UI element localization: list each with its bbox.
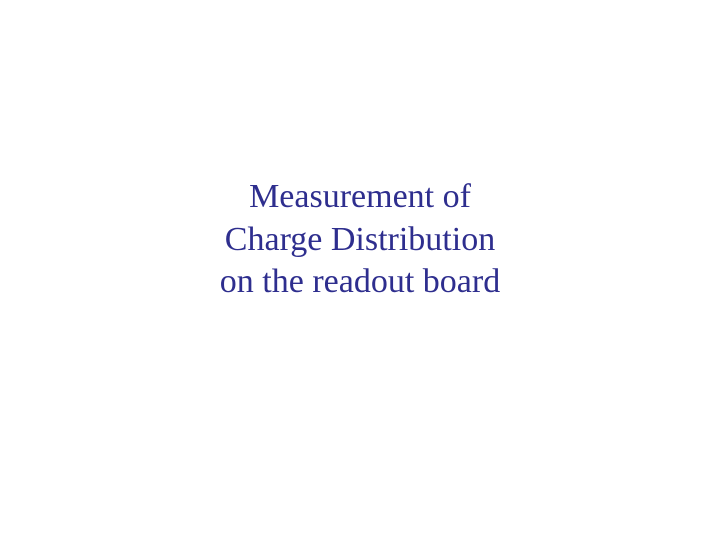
title-line-2: Charge Distribution — [220, 219, 500, 262]
slide-title: Measurement of Charge Distribution on th… — [220, 176, 500, 304]
title-line-1: Measurement of — [220, 176, 500, 219]
title-line-3: on the readout board — [220, 261, 500, 304]
